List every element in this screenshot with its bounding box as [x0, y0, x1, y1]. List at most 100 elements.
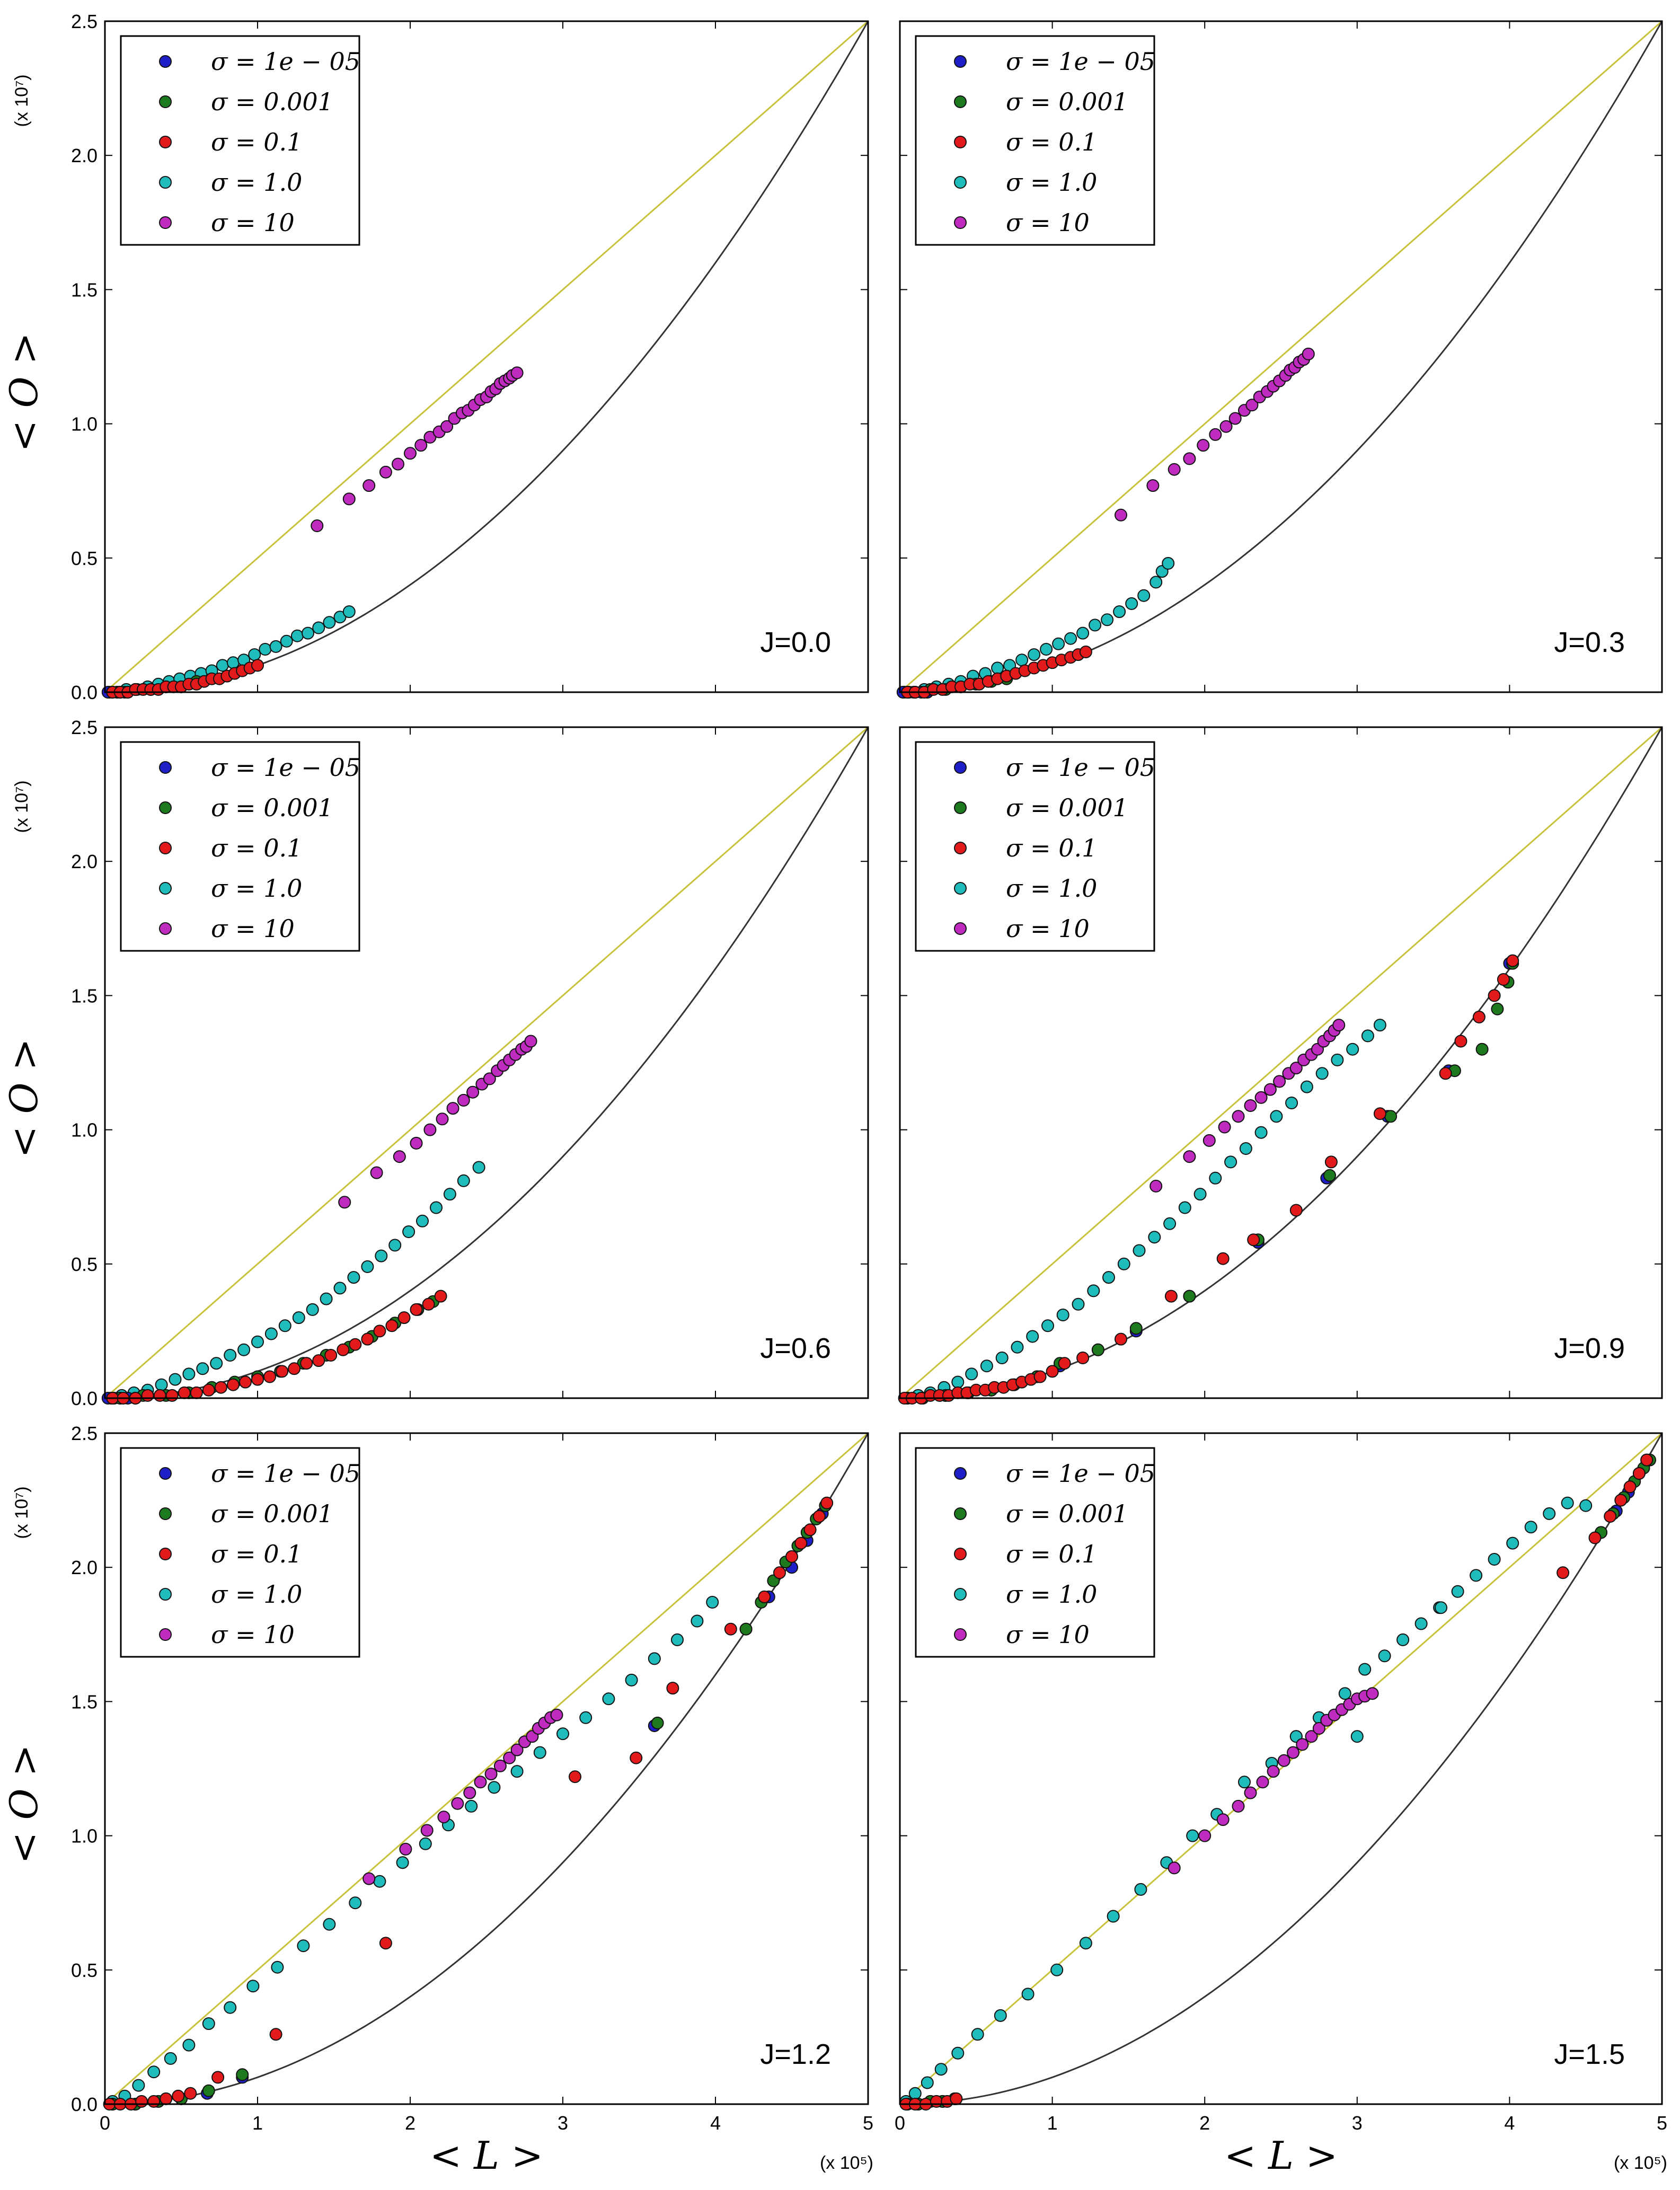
data-point — [416, 1214, 429, 1228]
data-point — [147, 2095, 161, 2108]
data-point — [1015, 654, 1029, 667]
panel-title: J=0.6 — [760, 1332, 831, 1364]
data-point — [466, 1085, 480, 1099]
data-point — [312, 1354, 325, 1367]
series-4 — [1115, 347, 1315, 522]
data-point — [361, 1332, 374, 1346]
data-point — [1168, 1861, 1181, 1875]
x-tick-label: 3 — [558, 2112, 568, 2134]
data-point — [1058, 1357, 1071, 1370]
data-point — [434, 1290, 447, 1303]
data-point — [1216, 1252, 1230, 1265]
data-point — [1134, 1883, 1147, 1896]
data-point — [1273, 1075, 1286, 1088]
data-point — [1414, 1617, 1428, 1630]
data-point — [472, 1161, 485, 1174]
data-point — [269, 2028, 282, 2041]
data-point — [1209, 1171, 1222, 1185]
data-point — [1267, 1765, 1280, 1778]
data-point — [1247, 1233, 1260, 1247]
data-point — [1366, 1687, 1379, 1700]
data-point — [930, 2095, 943, 2108]
data-point — [1041, 1319, 1054, 1332]
x-tick-label: 3 — [1352, 2112, 1363, 2134]
data-point — [251, 1335, 264, 1348]
data-point — [1270, 1110, 1283, 1123]
data-point — [379, 465, 392, 479]
plot-frame — [899, 726, 1663, 1399]
data-point — [1506, 954, 1519, 967]
data-point — [1228, 412, 1242, 425]
legend-marker — [954, 55, 967, 68]
series-3 — [106, 1596, 719, 2108]
x-tick-label: 0 — [895, 2112, 905, 2134]
y-tick-label: 1.0 — [71, 413, 98, 435]
y-axis-label: < O > — [2, 1038, 46, 1158]
legend: σ = 1e − 05 σ = 0.001 σ = 0.1 σ = 1.0 σ = 10 — [120, 741, 360, 952]
data-point — [280, 634, 293, 648]
panel-2: σ = 1e − 05 σ = 0.001 σ = 0.1 σ = 1.0 σ = 10… — [896, 20, 1663, 699]
data-point — [1454, 1035, 1467, 1048]
data-point — [483, 1072, 496, 1085]
data-point — [182, 2038, 196, 2052]
data-point — [1072, 1297, 1085, 1311]
legend: σ = 1e − 05 σ = 0.001 σ = 0.1 σ = 1.0 σ = 10 — [120, 1447, 360, 1658]
data-point — [484, 1768, 498, 1781]
data-point — [1439, 1067, 1452, 1080]
data-point — [1183, 1290, 1196, 1303]
data-point — [1076, 1352, 1090, 1364]
data-point — [994, 2009, 1007, 2022]
data-point — [1040, 643, 1053, 656]
data-point — [671, 1633, 684, 1646]
legend-marker — [954, 1548, 967, 1560]
data-point — [451, 1797, 464, 1810]
data-point — [141, 1389, 154, 1402]
legend-label: σ = 1.0 — [1006, 168, 1097, 197]
data-point — [420, 1824, 434, 1837]
data-point — [1183, 452, 1196, 465]
data-point — [1183, 1150, 1196, 1163]
legend-label: σ = 0.001 — [1006, 87, 1128, 116]
y-tick-label: 1.5 — [71, 1691, 98, 1712]
legend-label: σ = 0.001 — [1006, 1499, 1128, 1528]
legend-label: σ = 1.0 — [211, 1580, 302, 1609]
data-point — [1125, 597, 1138, 610]
data-point — [724, 1622, 737, 1636]
data-point — [370, 1166, 383, 1179]
data-point — [510, 366, 524, 379]
data-point — [474, 1776, 487, 1789]
data-point — [1543, 1507, 1556, 1520]
data-point — [271, 1961, 284, 1974]
data-point — [1232, 1110, 1245, 1123]
data-point — [1079, 1937, 1092, 1950]
data-point — [160, 2092, 173, 2105]
legend-marker — [954, 1507, 967, 1520]
data-point — [202, 1383, 215, 1397]
legend-marker — [954, 216, 967, 229]
data-point — [803, 1523, 817, 1536]
data-point — [1488, 989, 1501, 1002]
data-point — [1451, 1585, 1464, 1598]
data-point — [1287, 1746, 1299, 1759]
data-point — [190, 1386, 203, 1399]
data-point — [292, 1311, 305, 1324]
data-point — [651, 1716, 664, 1729]
legend: σ = 1e − 05 σ = 0.001 σ = 0.1 σ = 1.0 σ = 10 — [915, 1447, 1155, 1658]
data-point — [1263, 1083, 1277, 1096]
data-point — [1579, 1499, 1593, 1512]
data-point — [196, 1362, 209, 1375]
data-point — [1557, 1566, 1570, 1579]
legend-label: σ = 1e − 05 — [1006, 47, 1155, 76]
data-point — [184, 2087, 197, 2100]
series-4 — [311, 366, 524, 532]
panel-title: J=1.5 — [1554, 2038, 1625, 2070]
data-point — [224, 2001, 237, 2014]
data-point — [1162, 557, 1175, 570]
y-tick-label: 2.5 — [71, 717, 98, 738]
legend-marker — [954, 922, 967, 935]
data-point — [1150, 1179, 1163, 1193]
data-point — [820, 1496, 834, 1509]
data-point — [276, 1365, 289, 1378]
data-point — [362, 479, 376, 492]
reference-line-linear — [105, 21, 868, 692]
